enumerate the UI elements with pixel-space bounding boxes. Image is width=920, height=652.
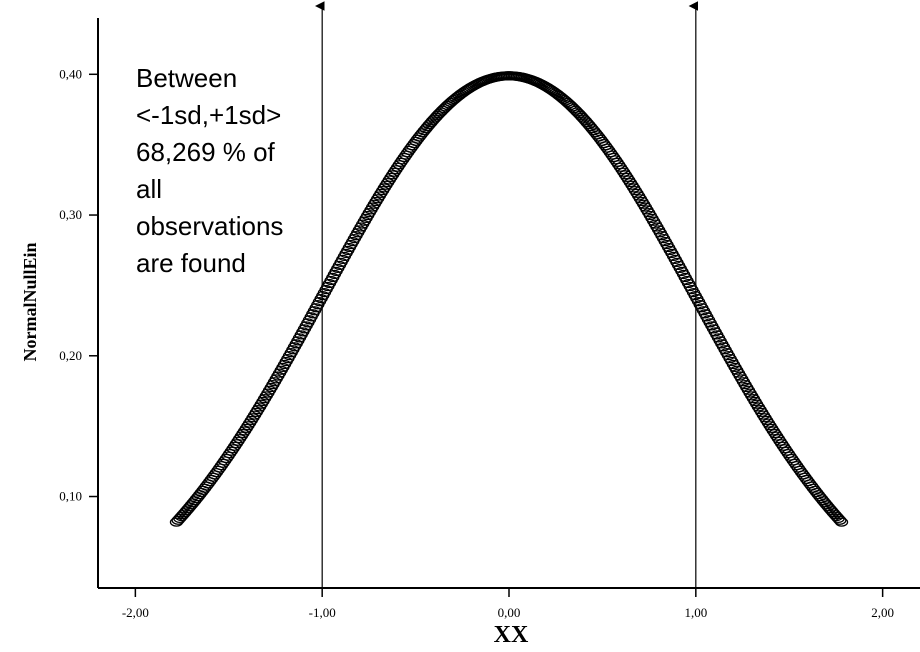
curve-point	[834, 517, 849, 527]
x-tick-label: -2,00	[122, 605, 149, 620]
x-tick-label: 2,00	[871, 605, 894, 620]
y-axis-ticks: 0,10 0,20 0,30 0,40	[59, 66, 98, 504]
annotation-line: <-1sd,+1sd>	[136, 100, 281, 130]
x-axis-label: XX	[494, 622, 529, 648]
y-tick-label: 0,30	[59, 207, 82, 222]
x-tick-label: 0,00	[498, 605, 521, 620]
annotation-text: Between <-1sd,+1sd> 68,269 % of all observat…	[136, 63, 283, 278]
y-tick-label: 0,10	[59, 489, 82, 504]
x-tick-label: 1,00	[684, 605, 707, 620]
y-tick-label: 0,20	[59, 348, 82, 363]
reference-lines	[314, 1, 699, 588]
curve-point	[833, 515, 847, 525]
x-tick-label: -1,00	[309, 605, 336, 620]
annotation-line: observations	[136, 211, 283, 241]
annotation-line: all	[136, 174, 162, 204]
x-axis-ticks: -2,00 -1,00 0,00 1,00 2,00	[122, 588, 894, 620]
annotation-line: 68,269 % of	[136, 137, 276, 167]
y-axis-label: NormalNullEin	[20, 242, 40, 361]
annotation-line: are found	[136, 248, 246, 278]
annotation-line: Between	[136, 63, 237, 93]
y-tick-label: 0,40	[59, 66, 82, 81]
